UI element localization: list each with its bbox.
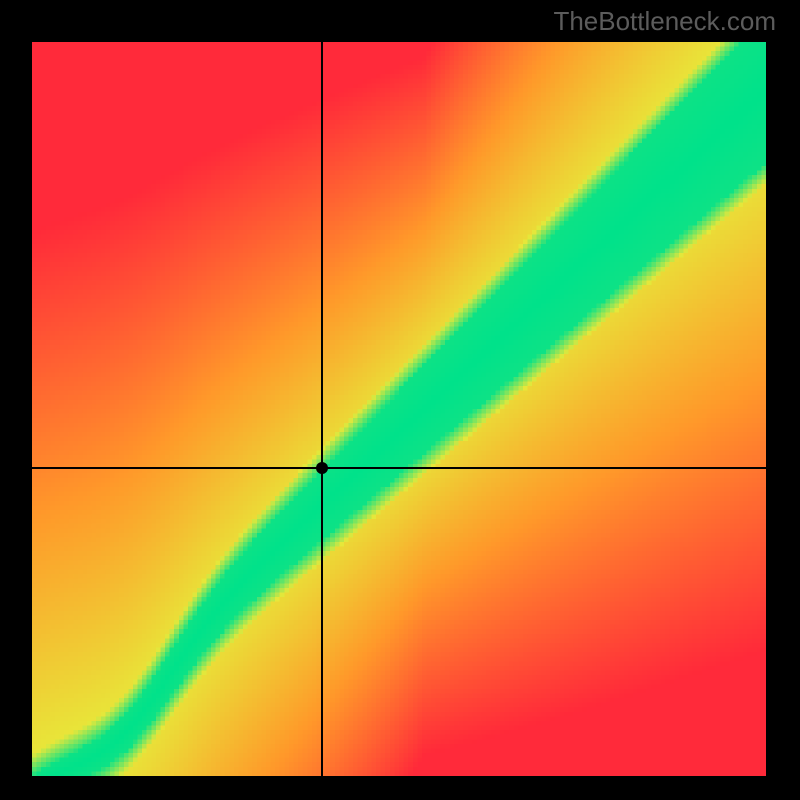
watermark-text: TheBottleneck.com xyxy=(553,6,776,37)
selection-marker xyxy=(316,462,328,474)
chart-container: TheBottleneck.com xyxy=(0,0,800,800)
crosshair-vertical xyxy=(321,42,323,776)
bottleneck-heatmap xyxy=(32,42,766,776)
crosshair-horizontal xyxy=(32,467,766,469)
